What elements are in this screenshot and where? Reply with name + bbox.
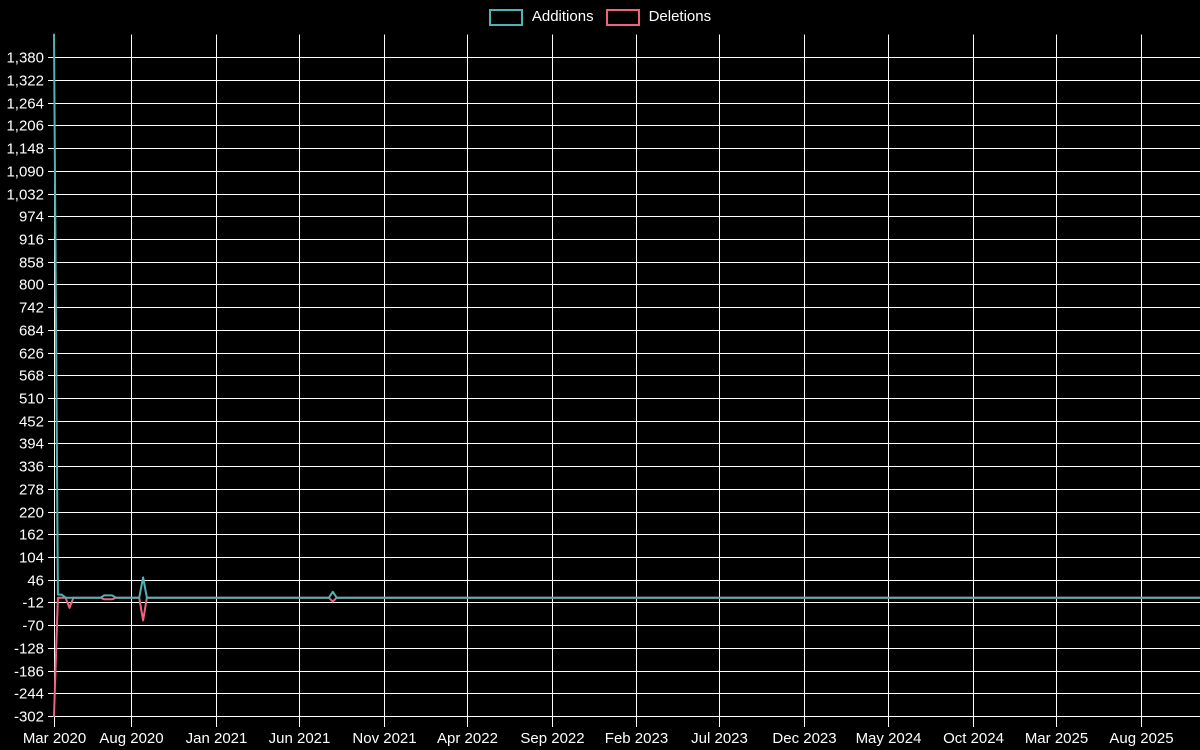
x-tick-label: May 2024 <box>856 730 922 747</box>
x-tick-label: Aug 2025 <box>1109 730 1173 747</box>
y-tick-label: 1,090 <box>6 164 44 181</box>
y-tick-label: 974 <box>19 209 44 226</box>
chart-legend: Additions Deletions <box>0 6 1200 28</box>
y-tick-label: 1,264 <box>6 96 44 113</box>
y-tick-label: -244 <box>14 686 44 703</box>
legend-item-deletions[interactable]: Deletions <box>605 8 712 26</box>
x-tick-label: Oct 2024 <box>943 730 1004 747</box>
y-tick-label: 336 <box>19 459 44 476</box>
x-tick-label: Feb 2023 <box>605 730 668 747</box>
y-tick-label: 1,206 <box>6 118 44 135</box>
y-tick-label: 278 <box>19 482 44 499</box>
y-tick-label: 742 <box>19 300 44 317</box>
legend-item-additions[interactable]: Additions <box>488 8 594 26</box>
x-tick-label: Jul 2023 <box>691 730 748 747</box>
y-tick-label: 626 <box>19 346 44 363</box>
y-tick-label: 684 <box>19 323 44 340</box>
deletions-swatch-icon <box>605 8 640 26</box>
x-tick-label: Nov 2021 <box>352 730 416 747</box>
x-tick-label: Jan 2021 <box>186 730 248 747</box>
y-tick-label: 510 <box>19 391 44 408</box>
legend-label-additions: Additions <box>531 8 594 25</box>
y-tick-label: 858 <box>19 255 44 272</box>
y-tick-label: -128 <box>14 641 44 658</box>
y-tick-label: -186 <box>14 664 44 681</box>
additions-swatch-icon <box>488 8 523 26</box>
y-tick-label: 46 <box>27 573 44 590</box>
x-tick-label: Mar 2025 <box>1025 730 1088 747</box>
y-tick-label: 104 <box>19 550 44 567</box>
y-tick-label: 1,322 <box>6 73 44 90</box>
y-tick-label: 1,380 <box>6 50 44 67</box>
y-tick-label: 452 <box>19 414 44 431</box>
series-line-additions <box>53 33 1200 599</box>
series-line-deletions <box>53 596 1200 717</box>
y-tick-label: 916 <box>19 232 44 249</box>
x-tick-label: Sep 2022 <box>520 730 584 747</box>
y-tick-label: -302 <box>14 709 44 726</box>
y-tick-label: 394 <box>19 436 44 453</box>
x-tick-label: Mar 2020 <box>23 730 86 747</box>
y-tick-label: -70 <box>22 618 44 635</box>
y-tick-label: 220 <box>19 505 44 522</box>
y-tick-label: 162 <box>19 527 44 544</box>
x-tick-label: Jun 2021 <box>269 730 331 747</box>
x-tick-label: Dec 2023 <box>772 730 836 747</box>
y-tick-label: 800 <box>19 277 44 294</box>
y-tick-label: -12 <box>22 595 44 612</box>
y-tick-label: 1,148 <box>6 141 44 158</box>
x-tick-label: Apr 2022 <box>437 730 498 747</box>
x-tick-label: Aug 2020 <box>99 730 163 747</box>
legend-label-deletions: Deletions <box>648 8 712 25</box>
y-tick-label: 1,032 <box>6 187 44 204</box>
y-tick-label: 568 <box>19 368 44 385</box>
